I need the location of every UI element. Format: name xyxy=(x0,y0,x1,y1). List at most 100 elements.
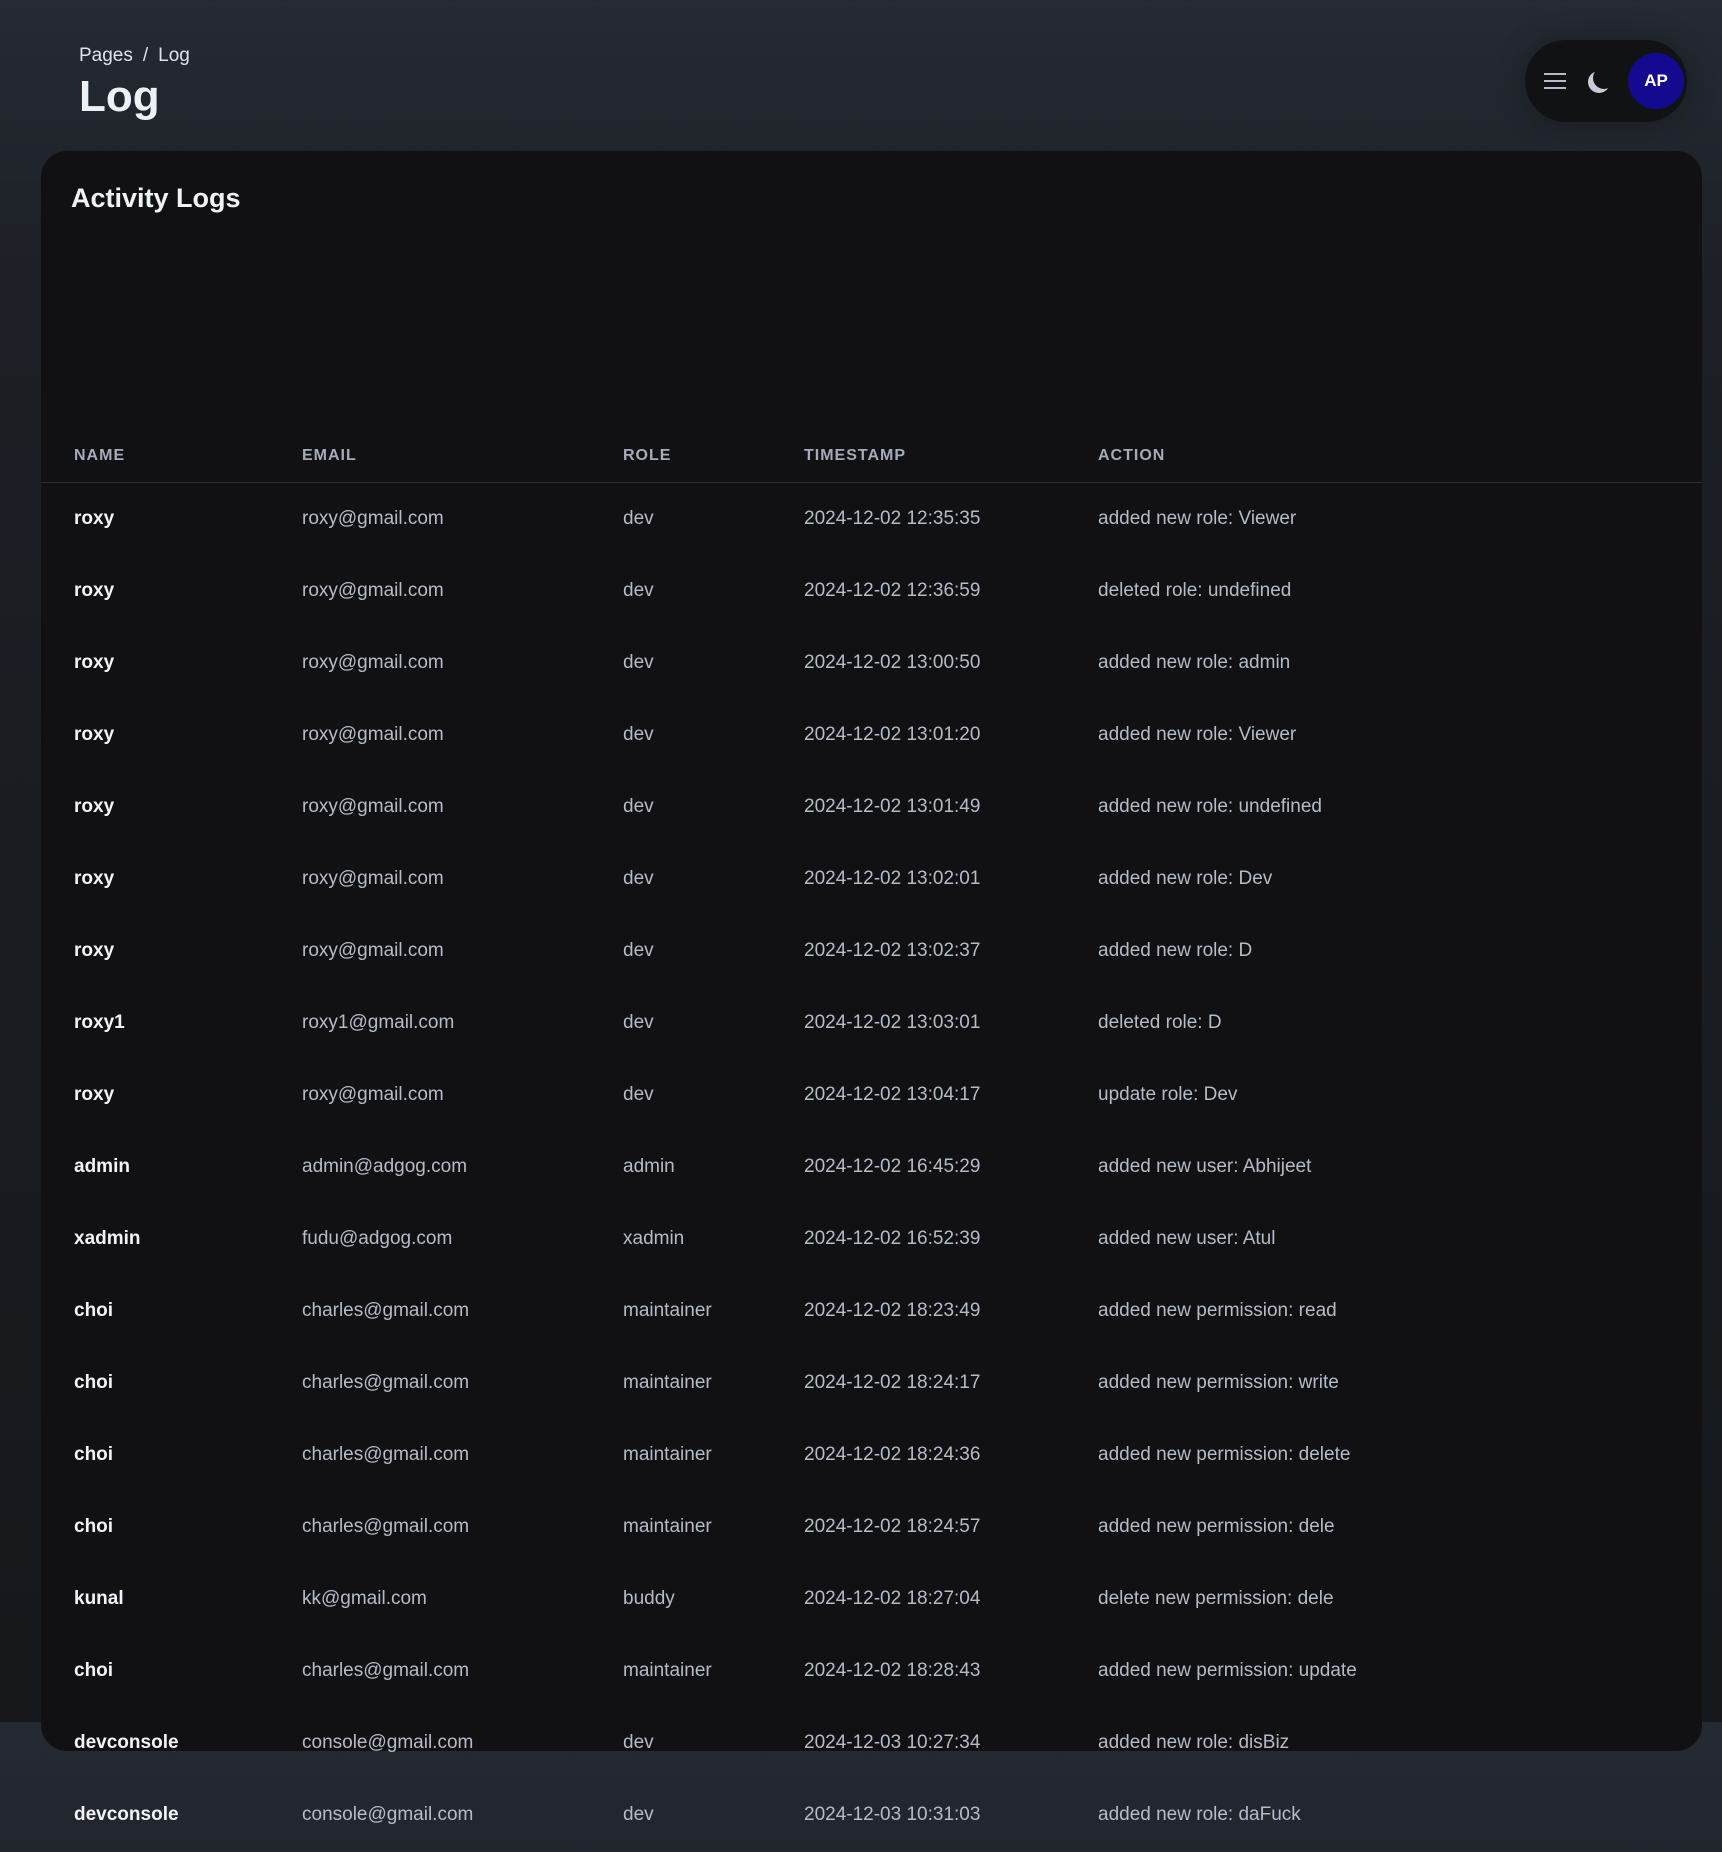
cell-email: kk@gmail.com xyxy=(302,1588,427,1609)
cell-email: console@gmail.com xyxy=(302,1804,474,1825)
cell-timestamp: 2024-12-02 16:45:29 xyxy=(804,1156,981,1177)
cell-action: added new permission: delete xyxy=(1098,1444,1351,1465)
cell-action: added new permission: dele xyxy=(1098,1516,1335,1537)
cell-timestamp: 2024-12-02 18:28:43 xyxy=(804,1660,981,1681)
cell-timestamp: 2024-12-02 13:01:20 xyxy=(804,724,981,745)
cell-name: xadmin xyxy=(74,1228,141,1249)
page-title: Log xyxy=(79,72,160,121)
cell-name: choi xyxy=(74,1660,114,1681)
hamburger-icon[interactable] xyxy=(1544,73,1566,89)
cell-email: console@gmail.com xyxy=(302,1732,474,1753)
table-row: roxy1 roxy1@gmail.com dev 2024-12-02 13:03:… xyxy=(41,988,1702,1060)
cell-email: roxy@gmail.com xyxy=(302,1084,444,1105)
cell-action: added new user: Atul xyxy=(1098,1228,1276,1249)
avatar[interactable]: AP xyxy=(1628,53,1684,109)
cell-role: maintainer xyxy=(623,1372,712,1393)
cell-timestamp: 2024-12-02 13:01:49 xyxy=(804,796,981,817)
cell-timestamp: 2024-12-02 13:03:01 xyxy=(804,1012,981,1033)
column-header-timestamp: TIMESTAMP xyxy=(804,447,907,464)
table-row: roxy roxy@gmail.com dev 2024-12-02 13:01:49… xyxy=(41,772,1702,844)
table-row: devconsole console@gmail.com dev 2024-12-03… xyxy=(41,1780,1702,1852)
column-header-email: EMAIL xyxy=(302,447,357,464)
cell-timestamp: 2024-12-02 13:00:50 xyxy=(804,652,981,673)
cell-action: added new permission: update xyxy=(1098,1660,1357,1681)
table-row: choi charles@gmail.com maintainer 2024-12-0… xyxy=(41,1348,1702,1420)
cell-name: roxy xyxy=(74,796,115,817)
cell-timestamp: 2024-12-02 18:24:36 xyxy=(804,1444,981,1465)
cell-role: dev xyxy=(623,580,654,601)
cell-action: added new role: Viewer xyxy=(1098,724,1297,745)
cell-email: roxy1@gmail.com xyxy=(302,1012,455,1033)
moon-icon[interactable] xyxy=(1593,67,1615,89)
cell-timestamp: 2024-12-03 10:31:03 xyxy=(804,1804,981,1825)
cell-timestamp: 2024-12-02 13:04:17 xyxy=(804,1084,981,1105)
cell-role: maintainer xyxy=(623,1300,712,1321)
table-row: choi charles@gmail.com maintainer 2024-12-0… xyxy=(41,1276,1702,1348)
cell-role: dev xyxy=(623,724,654,745)
cell-action: added new role: disBiz xyxy=(1098,1732,1290,1753)
table-row: admin admin@adgog.com admin 2024-12-02 16:4… xyxy=(41,1132,1702,1204)
cell-timestamp: 2024-12-02 13:02:37 xyxy=(804,940,981,961)
cell-email: roxy@gmail.com xyxy=(302,940,444,961)
cell-role: dev xyxy=(623,940,654,961)
cell-name: devconsole xyxy=(74,1732,179,1753)
table-row: roxy roxy@gmail.com dev 2024-12-02 12:36:59… xyxy=(41,556,1702,628)
cell-action: added new role: Dev xyxy=(1098,868,1273,889)
cell-email: charles@gmail.com xyxy=(302,1372,470,1393)
cell-action: added new role: undefined xyxy=(1098,796,1322,817)
cell-role: dev xyxy=(623,1012,654,1033)
table-row: choi charles@gmail.com maintainer 2024-12-0… xyxy=(41,1492,1702,1564)
cell-name: roxy xyxy=(74,724,115,745)
cell-email: fudu@adgog.com xyxy=(302,1228,453,1249)
cell-name: roxy xyxy=(74,868,115,889)
table-row: xadmin fudu@adgog.com xadmin 2024-12-02 16:… xyxy=(41,1204,1702,1276)
table-row: devconsole console@gmail.com dev 2024-12-03… xyxy=(41,1708,1702,1780)
cell-timestamp: 2024-12-02 13:02:01 xyxy=(804,868,981,889)
header-toolbar: AP xyxy=(1525,40,1687,122)
cell-name: roxy xyxy=(74,940,115,961)
cell-name: devconsole xyxy=(74,1804,179,1825)
cell-name: roxy xyxy=(74,1084,115,1105)
cell-name: roxy xyxy=(74,508,115,529)
cell-role: dev xyxy=(623,652,654,673)
table-row: roxy roxy@gmail.com dev 2024-12-02 13:04:17… xyxy=(41,1060,1702,1132)
cell-role: maintainer xyxy=(623,1444,712,1465)
cell-role: maintainer xyxy=(623,1516,712,1537)
cell-role: dev xyxy=(623,868,654,889)
cell-role: admin xyxy=(623,1156,675,1177)
cell-role: dev xyxy=(623,508,654,529)
cell-role: dev xyxy=(623,1804,654,1825)
cell-timestamp: 2024-12-02 18:24:57 xyxy=(804,1516,981,1537)
table-row: roxy roxy@gmail.com dev 2024-12-02 13:00:50… xyxy=(41,628,1702,700)
table-row: kunal kk@gmail.com buddy 2024-12-02 18:27:0… xyxy=(41,1564,1702,1636)
cell-action: added new permission: write xyxy=(1098,1372,1339,1393)
breadcrumb-pages[interactable]: Pages xyxy=(79,45,133,66)
cell-name: choi xyxy=(74,1444,114,1465)
cell-role: xadmin xyxy=(623,1228,685,1249)
cell-role: dev xyxy=(623,1732,654,1753)
cell-email: charles@gmail.com xyxy=(302,1516,470,1537)
table-header: NAME EMAIL ROLE TIMESTAMP ACTION xyxy=(41,431,1702,483)
breadcrumb-separator: / xyxy=(142,45,149,66)
cell-email: charles@gmail.com xyxy=(302,1300,470,1321)
cell-email: roxy@gmail.com xyxy=(302,580,444,601)
cell-email: charles@gmail.com xyxy=(302,1660,470,1681)
cell-name: roxy1 xyxy=(74,1012,125,1033)
cell-role: dev xyxy=(623,1084,654,1105)
column-header-role: ROLE xyxy=(623,447,672,464)
cell-name: admin xyxy=(74,1156,130,1177)
table-row: roxy roxy@gmail.com dev 2024-12-02 12:35:35… xyxy=(41,484,1702,556)
cell-action: added new role: admin xyxy=(1098,652,1291,673)
table-row: roxy roxy@gmail.com dev 2024-12-02 13:02:01… xyxy=(41,844,1702,916)
cell-role: maintainer xyxy=(623,1660,712,1681)
cell-action: added new role: Viewer xyxy=(1098,508,1297,529)
table-row: choi charles@gmail.com maintainer 2024-12-0… xyxy=(41,1420,1702,1492)
cell-timestamp: 2024-12-02 18:23:49 xyxy=(804,1300,981,1321)
breadcrumb: Pages / Log xyxy=(79,45,190,67)
cell-email: roxy@gmail.com xyxy=(302,868,444,889)
cell-name: choi xyxy=(74,1372,114,1393)
cell-email: roxy@gmail.com xyxy=(302,652,444,673)
cell-name: choi xyxy=(74,1300,114,1321)
cell-action: update role: Dev xyxy=(1098,1084,1238,1105)
cell-action: deleted role: D xyxy=(1098,1012,1222,1033)
